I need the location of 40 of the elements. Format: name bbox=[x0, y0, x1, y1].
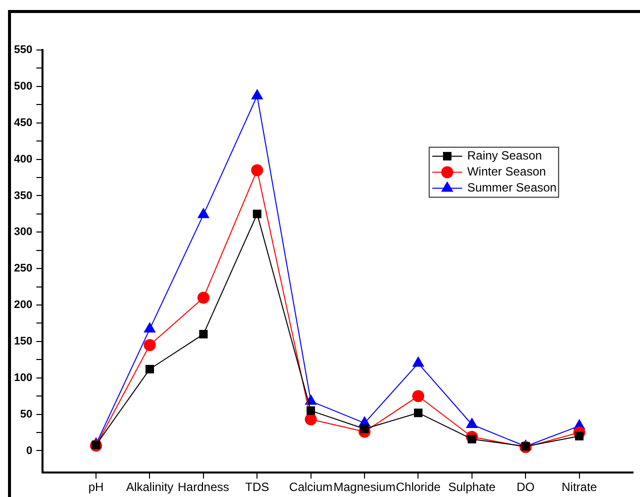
x-tick-label: Nitrate bbox=[562, 480, 598, 494]
y-tick-label: 0 bbox=[26, 444, 32, 457]
x-tick-label: pH bbox=[88, 480, 104, 494]
y-tick-label: 50 bbox=[20, 408, 32, 420]
legend-label: Summer Season bbox=[467, 180, 557, 195]
y-tick-label: 450 bbox=[14, 116, 32, 129]
point bbox=[197, 292, 210, 304]
point bbox=[251, 88, 264, 100]
x-tick-label: TDS bbox=[245, 480, 270, 494]
point bbox=[304, 413, 317, 426]
y-tick-label: 250 bbox=[14, 262, 32, 275]
point bbox=[412, 390, 424, 402]
point bbox=[144, 339, 156, 352]
point bbox=[412, 356, 424, 367]
y-tick-label: 350 bbox=[14, 190, 32, 202]
y-tick-label: 150 bbox=[14, 335, 32, 348]
x-tick-label: Alkalinity bbox=[126, 480, 174, 494]
y-tick-label: 100 bbox=[14, 372, 32, 384]
y-tick-label: 550 bbox=[14, 44, 32, 56]
x-tick-label: Magnesium bbox=[334, 480, 396, 494]
y-tick-label: 500 bbox=[14, 80, 32, 92]
x-tick-label: Calcium bbox=[289, 480, 333, 494]
x-tick-label: Hardness bbox=[178, 480, 230, 494]
point bbox=[306, 406, 316, 415]
legend-label: Winter Season bbox=[467, 164, 546, 179]
legend-label: Rainy Season bbox=[467, 148, 542, 163]
x-tick-label: Sulphate bbox=[448, 480, 496, 494]
x-tick-label: Chloride bbox=[396, 480, 441, 494]
point bbox=[251, 164, 264, 176]
point bbox=[252, 210, 262, 218]
y-tick-label: 400 bbox=[14, 153, 32, 166]
point bbox=[199, 330, 208, 338]
x-tick-label: DO bbox=[516, 480, 535, 494]
point bbox=[414, 408, 422, 418]
point bbox=[466, 418, 478, 428]
point bbox=[146, 364, 154, 374]
y-tick-label: 200 bbox=[14, 299, 32, 312]
point bbox=[144, 322, 156, 333]
point bbox=[197, 208, 210, 218]
y-tick-label: 300 bbox=[14, 226, 32, 238]
